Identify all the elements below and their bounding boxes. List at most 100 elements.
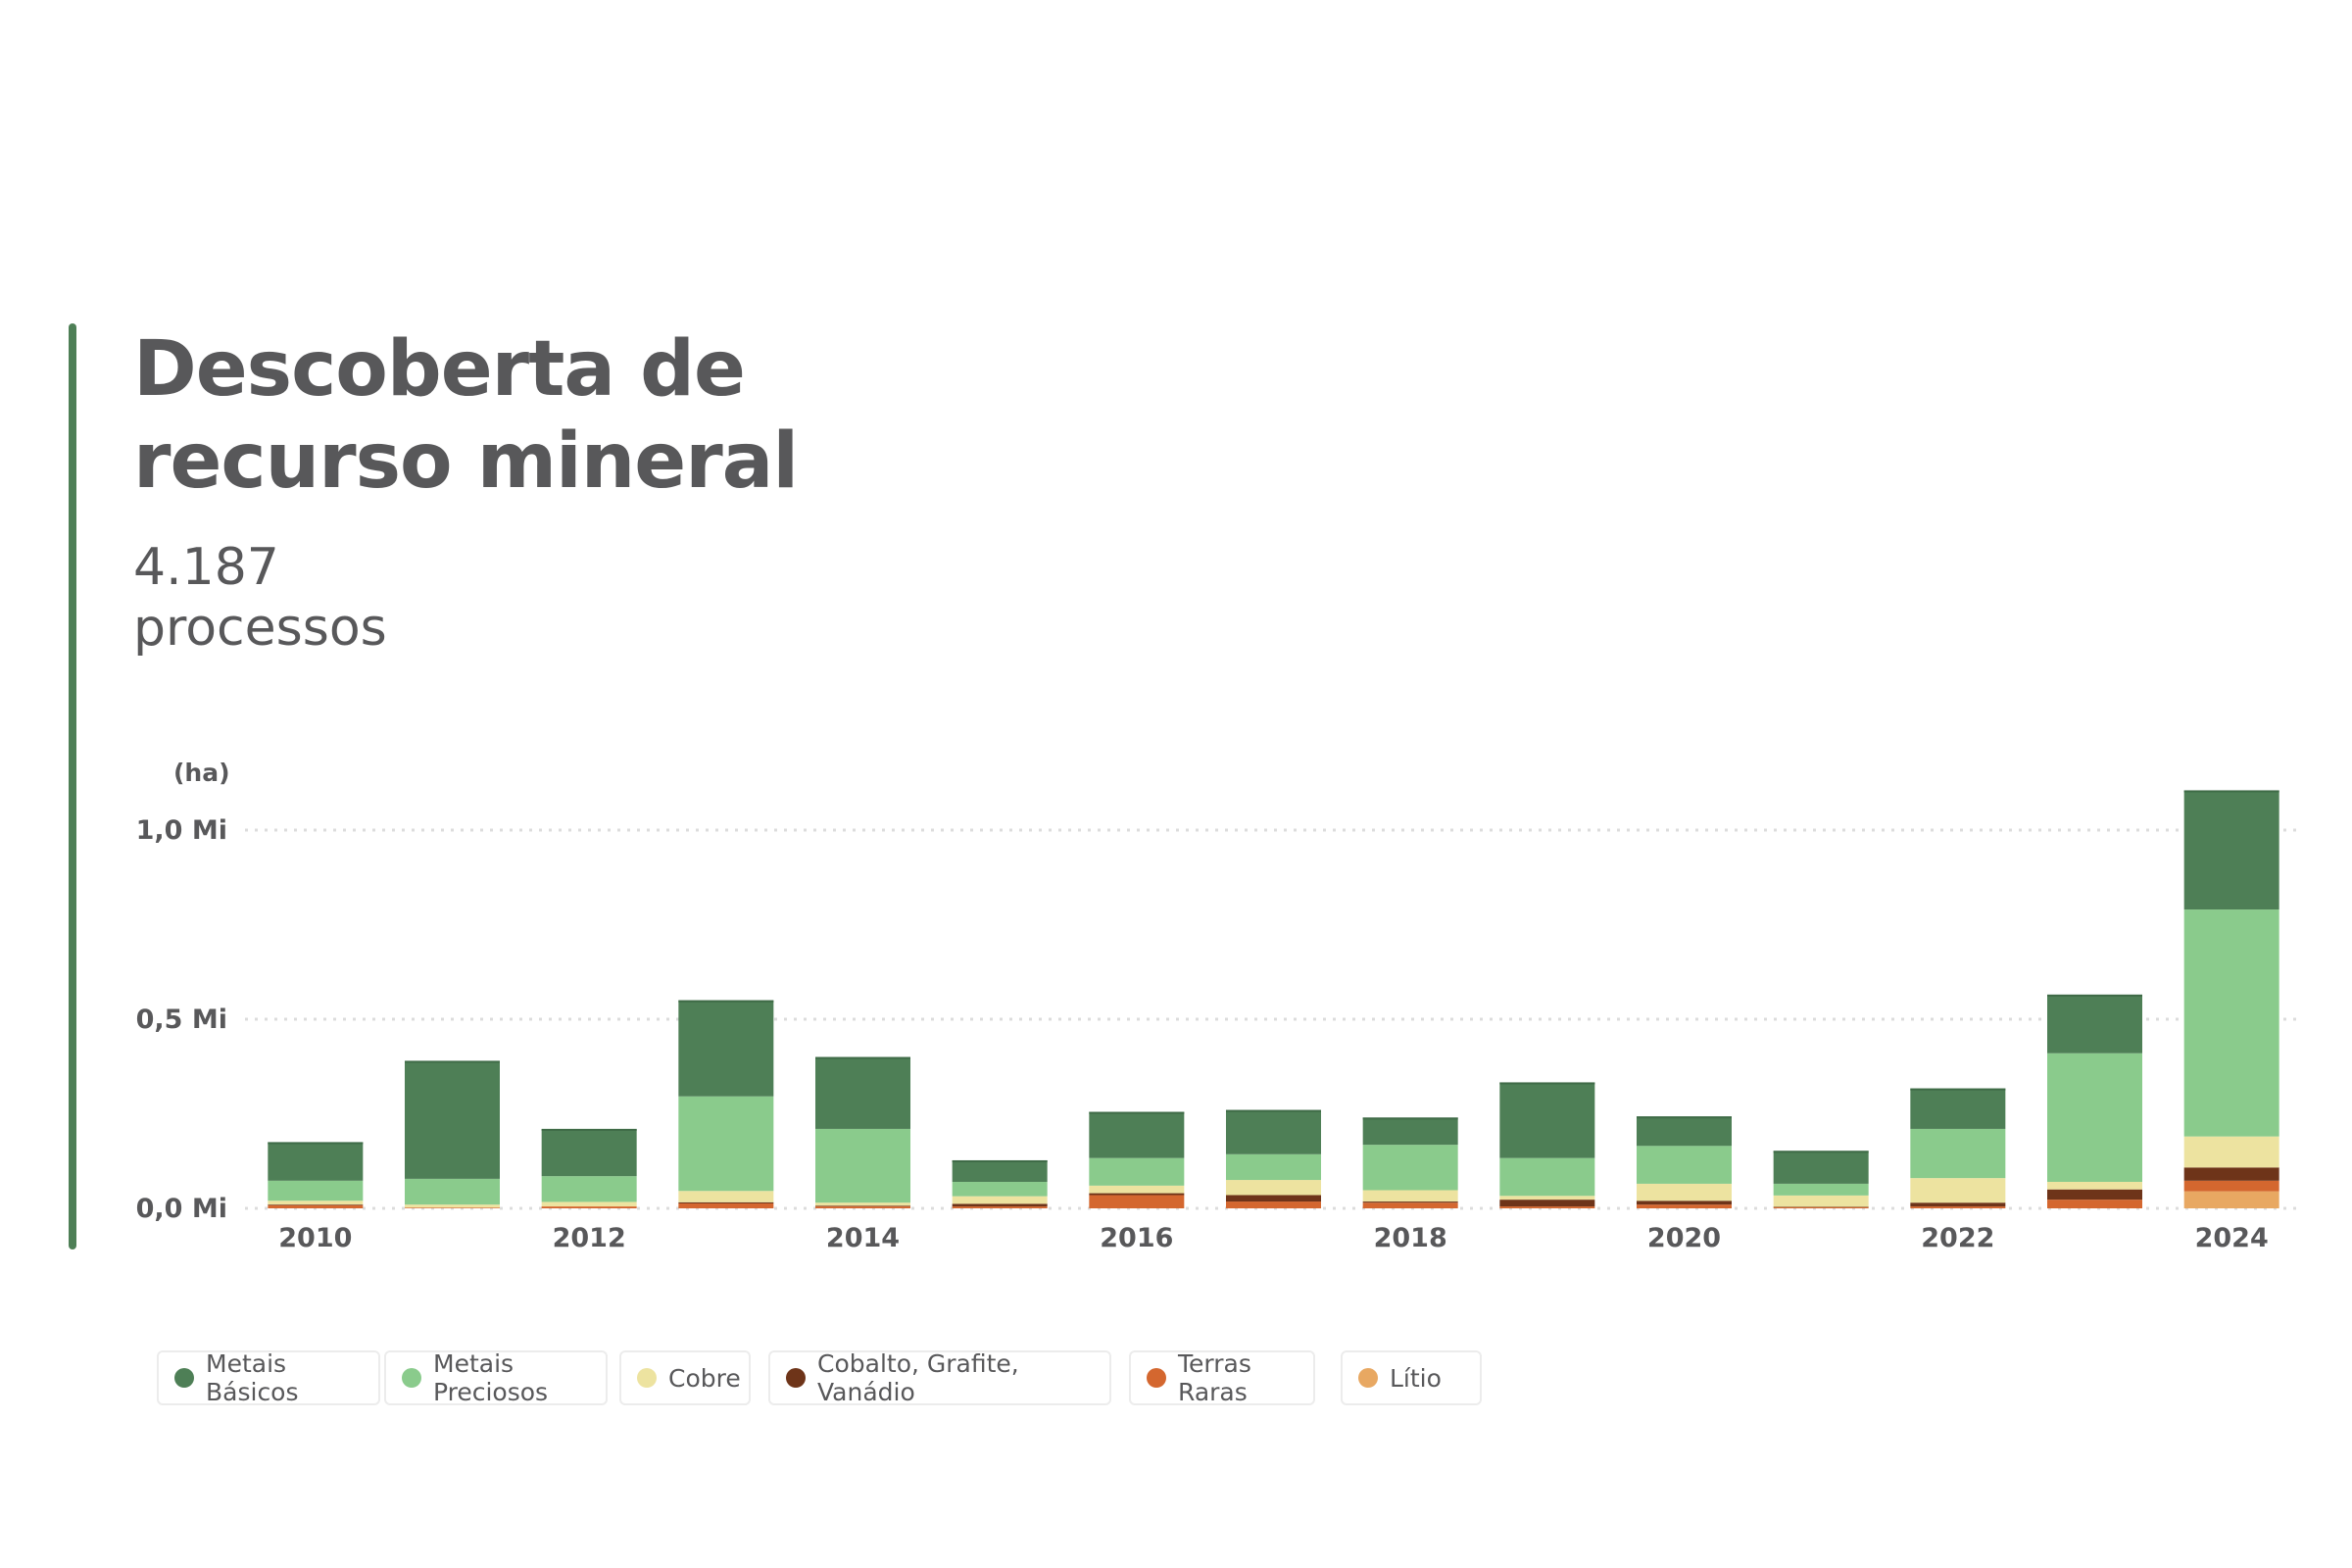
bar-segment[interactable] xyxy=(1637,1200,1732,1205)
bar-segment[interactable] xyxy=(405,1178,500,1205)
bar-segment[interactable] xyxy=(952,1181,1048,1197)
bar-segment[interactable] xyxy=(1226,1109,1321,1154)
bar-group-2023[interactable] xyxy=(2047,994,2142,1208)
accent-bar xyxy=(69,323,76,1250)
bar-segment[interactable] xyxy=(2047,1200,2142,1208)
bar-segment[interactable] xyxy=(2047,1181,2142,1190)
bar-segment[interactable] xyxy=(1089,1193,1185,1196)
bar-segment[interactable] xyxy=(678,1096,774,1192)
bar-segment[interactable] xyxy=(1910,1178,2006,1203)
bar-segment[interactable] xyxy=(405,1204,500,1208)
bar-segment[interactable] xyxy=(1637,1116,1732,1147)
bar-segment[interactable] xyxy=(541,1201,637,1207)
legend-item[interactable]: Terras Raras xyxy=(1129,1349,1315,1406)
bar-segment[interactable] xyxy=(1226,1201,1321,1208)
bar-segment[interactable] xyxy=(952,1203,1048,1207)
bar-segment[interactable] xyxy=(815,1056,910,1129)
bar-segment[interactable] xyxy=(2183,1180,2279,1192)
bar-segment[interactable] xyxy=(815,1128,910,1203)
bar-segment[interactable] xyxy=(1910,1206,2006,1208)
bar-segment[interactable] xyxy=(1910,1088,2006,1129)
bar-segment[interactable] xyxy=(2183,1167,2279,1181)
bar-segment[interactable] xyxy=(1637,1183,1732,1201)
bar-group-2013[interactable] xyxy=(678,1000,774,1208)
legend-item[interactable]: Metais Preciosos xyxy=(384,1349,608,1406)
bar-segment[interactable] xyxy=(268,1180,364,1201)
bar-segment[interactable] xyxy=(815,1206,910,1208)
chart-title-line-2: recurso mineral xyxy=(133,417,799,506)
bar-segment[interactable] xyxy=(1910,1128,2006,1179)
legend-item[interactable]: Metais Básicos xyxy=(157,1349,380,1406)
bar-segment[interactable] xyxy=(1362,1201,1458,1203)
bar-segment[interactable] xyxy=(1773,1151,1869,1184)
bar-group-2018[interactable] xyxy=(1362,1117,1458,1208)
legend-swatch xyxy=(786,1368,806,1388)
bar-segment[interactable] xyxy=(815,1205,910,1207)
bar-segment[interactable] xyxy=(678,1000,774,1097)
bar-segment[interactable] xyxy=(405,1060,500,1179)
bar-segment[interactable] xyxy=(2183,790,2279,910)
bar-segment[interactable] xyxy=(1637,1204,1732,1208)
bar-segment[interactable] xyxy=(541,1206,637,1208)
bar-segment[interactable] xyxy=(1226,1180,1321,1196)
bar-segment[interactable] xyxy=(2047,994,2142,1054)
bar-segment[interactable] xyxy=(1362,1145,1458,1191)
bar-segment[interactable] xyxy=(952,1196,1048,1204)
bar-segment[interactable] xyxy=(2183,1191,2279,1208)
bar-group-2020[interactable] xyxy=(1637,1116,1732,1208)
bar-segment[interactable] xyxy=(678,1191,774,1202)
bar-group-2021[interactable] xyxy=(1773,1151,1869,1208)
bar-group-2011[interactable] xyxy=(405,1060,500,1208)
bar-segment[interactable] xyxy=(1773,1206,1869,1207)
bar-group-2012[interactable] xyxy=(541,1128,637,1208)
bar-segment[interactable] xyxy=(2047,1053,2142,1182)
bar-segment[interactable] xyxy=(1089,1185,1185,1194)
bar-segment[interactable] xyxy=(268,1204,364,1208)
bar-segment[interactable] xyxy=(815,1202,910,1206)
bar-group-2010[interactable] xyxy=(268,1142,364,1208)
bar-group-2024[interactable] xyxy=(2183,790,2279,1208)
bar-segment[interactable] xyxy=(678,1202,774,1208)
bar-segment[interactable] xyxy=(1089,1195,1185,1208)
bar-group-2019[interactable] xyxy=(1499,1082,1595,1208)
bar-segment[interactable] xyxy=(268,1204,364,1205)
bar-segment[interactable] xyxy=(2183,909,2279,1137)
legend-item[interactable]: Cobalto, Grafite, Vanádio xyxy=(768,1349,1111,1406)
bar-segment[interactable] xyxy=(1362,1117,1458,1146)
bar-segment[interactable] xyxy=(268,1200,364,1205)
bar-segment[interactable] xyxy=(952,1206,1048,1208)
bar-segment[interactable] xyxy=(1773,1206,1869,1208)
bar-segment[interactable] xyxy=(952,1159,1048,1182)
bar-segment[interactable] xyxy=(1499,1200,1595,1207)
bar-segment[interactable] xyxy=(405,1207,500,1208)
bar-segment[interactable] xyxy=(268,1142,364,1181)
bar-segment[interactable] xyxy=(541,1176,637,1202)
bar-group-2014[interactable] xyxy=(815,1056,910,1208)
bar-segment[interactable] xyxy=(1499,1196,1595,1200)
bar-segment[interactable] xyxy=(1226,1195,1321,1202)
bar-segment[interactable] xyxy=(1499,1157,1595,1197)
bar-segment[interactable] xyxy=(1773,1183,1869,1196)
bar-segment[interactable] xyxy=(1910,1202,2006,1207)
bar-segment[interactable] xyxy=(2183,1136,2279,1168)
legend-item[interactable]: Lítio xyxy=(1341,1350,1482,1405)
bar-segment[interactable] xyxy=(2047,1189,2142,1200)
process-count-value: 4.187 xyxy=(133,538,279,597)
bar-group-2016[interactable] xyxy=(1089,1111,1185,1208)
bar-group-2022[interactable] xyxy=(1910,1088,2006,1208)
bar-segment[interactable] xyxy=(1362,1190,1458,1202)
legend-swatch xyxy=(402,1368,421,1388)
bar-segment[interactable] xyxy=(1089,1111,1185,1158)
bar-segment[interactable] xyxy=(678,1201,774,1203)
bar-segment[interactable] xyxy=(1226,1153,1321,1181)
bar-segment[interactable] xyxy=(1499,1082,1595,1158)
bar-segment[interactable] xyxy=(1773,1195,1869,1207)
bar-segment[interactable] xyxy=(541,1128,637,1177)
bar-group-2015[interactable] xyxy=(952,1159,1048,1208)
legend-item[interactable]: Cobre xyxy=(619,1350,751,1405)
bar-segment[interactable] xyxy=(1089,1157,1185,1186)
bar-segment[interactable] xyxy=(1362,1202,1458,1208)
bar-group-2017[interactable] xyxy=(1226,1109,1321,1208)
bar-segment[interactable] xyxy=(1637,1146,1732,1184)
bar-segment[interactable] xyxy=(1499,1206,1595,1208)
